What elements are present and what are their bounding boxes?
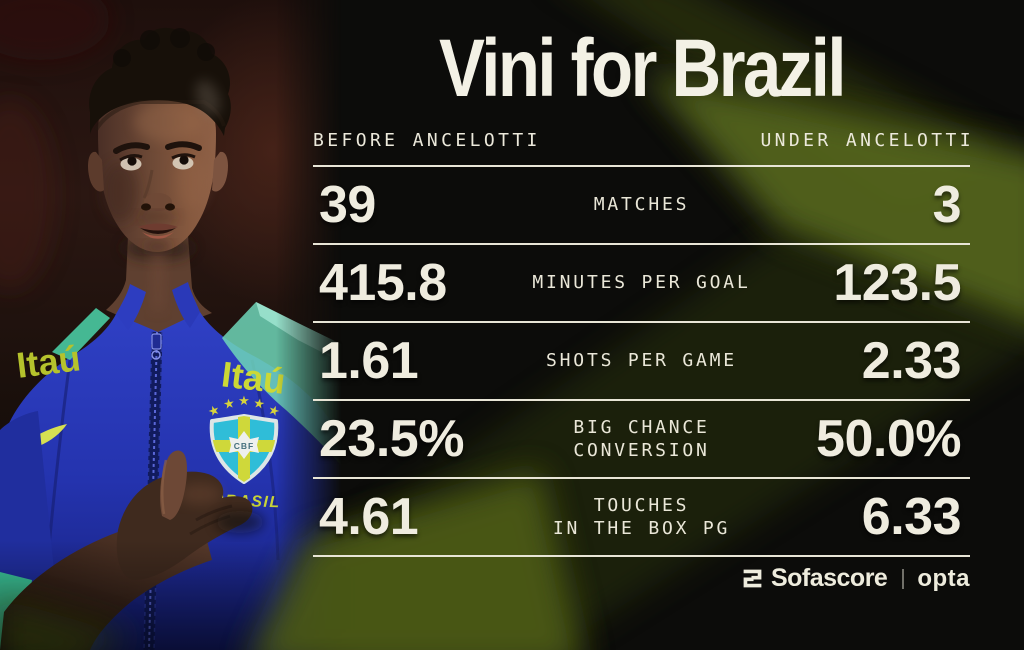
table-row-minutes-per-goal: 415.8 MINUTES PER GOAL 123.5 (313, 243, 970, 321)
crest-abbr: CBF (234, 441, 254, 451)
value-under: 6.33 (861, 488, 962, 546)
player-photo-illustration: Itaú Itaú ★ ★ ★ ★ ★ CBF (0, 0, 345, 650)
left-ear (88, 151, 104, 192)
table-row-shots-per-game: 1.61 SHOTS PER GAME 2.33 (313, 321, 970, 399)
stat-label-line1: MINUTES PER GOAL (532, 272, 751, 294)
page-title: Vini for Brazil (439, 23, 846, 114)
stat-label-line2: CONVERSION (573, 440, 710, 461)
stats-panel: Vini for Brazil BEFORE ANCELOTTI UNDER A… (313, 0, 971, 650)
header-before-ancelotti: BEFORE ANCELOTTI (313, 130, 541, 151)
crest-star-icon: ★ (252, 396, 266, 413)
left-shoulder-stripe (52, 308, 110, 360)
value-before: 39 (319, 176, 376, 234)
value-before: 1.61 (319, 332, 419, 390)
sponsor-wordmark-left: Itaú (14, 337, 83, 385)
stat-label-line1: TOUCHES (593, 494, 690, 516)
opta-wordmark: opta (917, 564, 970, 592)
table-row-touches-in-box: 4.61 TOUCHES IN THE BOX PG 6.33 (313, 477, 970, 555)
stat-label-line2: IN THE BOX PG (552, 518, 731, 539)
value-under: 2.33 (861, 332, 962, 390)
value-under: 123.5 (833, 254, 961, 312)
stat-label: SHOTS PER GAME (498, 349, 785, 372)
value-before: 23.5% (319, 410, 464, 468)
crest-star-icon: ★ (222, 396, 236, 413)
header-under-ancelotti: UNDER ANCELOTTI (760, 130, 974, 151)
player-hair (89, 27, 231, 136)
sofascore-wordmark: Sofascore (770, 564, 888, 592)
zipper-pull (151, 333, 162, 350)
table-row-matches: 39 MATCHES 3 (313, 165, 970, 243)
sofascore-icon (743, 569, 762, 588)
sponsor-wordmark-right: Itaú (219, 353, 288, 401)
player-photo: Itaú Itaú ★ ★ ★ ★ ★ CBF (0, 0, 345, 650)
stat-label-line1: BIG CHANCE (573, 416, 710, 438)
stat-label: BIG CHANCE CONVERSION (498, 416, 785, 463)
value-before: 415.8 (319, 254, 447, 312)
crest-star-icon: ★ (238, 394, 250, 409)
stat-label-line1: MATCHES (593, 194, 690, 216)
value-under: 3 (932, 176, 962, 234)
column-headers: BEFORE ANCELOTTI UNDER ANCELOTTI (313, 130, 971, 151)
table-row-big-chance-conversion: 23.5% BIG CHANCE CONVERSION 50.0% (313, 399, 970, 477)
stat-label: MINUTES PER GOAL (498, 271, 785, 294)
stat-label-line1: SHOTS PER GAME (546, 350, 737, 372)
value-under: 50.0% (816, 410, 961, 468)
thumb (160, 450, 187, 520)
footer-divider (902, 568, 905, 589)
table-bottom-rule (313, 555, 970, 557)
crest-star-icon: ★ (206, 402, 222, 420)
stat-label: MATCHES (498, 193, 785, 216)
stats-table: 39 MATCHES 3 415.8 MINUTES PER GOAL 123.… (313, 165, 970, 557)
crest-star-icon: ★ (266, 402, 282, 420)
right-ear (212, 151, 228, 192)
value-before: 4.61 (319, 488, 419, 546)
player-face (88, 76, 228, 252)
stat-label: TOUCHES IN THE BOX PG (498, 494, 785, 541)
footer-brands: Sofascore opta (741, 564, 970, 593)
